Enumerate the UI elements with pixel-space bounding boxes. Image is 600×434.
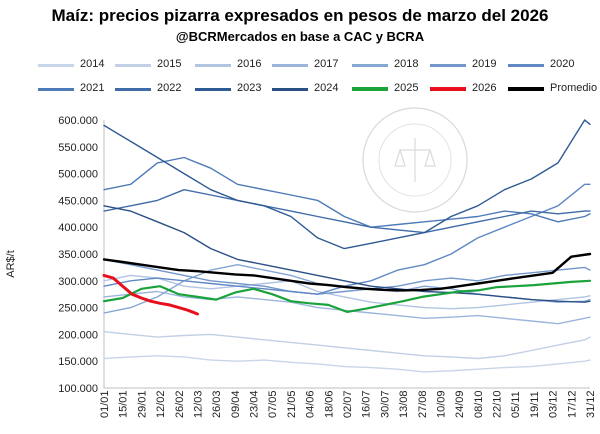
watermark-seal-inner bbox=[378, 123, 452, 197]
series-line-2025 bbox=[102, 279, 592, 313]
legend-swatch bbox=[508, 87, 544, 91]
x-tick-label: 03/12 bbox=[548, 390, 560, 418]
x-tick-label: 30/07 bbox=[379, 390, 391, 418]
y-tick-label: 150.000 bbox=[58, 356, 98, 368]
legend-swatch bbox=[352, 87, 388, 91]
y-tick-label: 450.000 bbox=[58, 195, 98, 207]
x-tick-label: 17/12 bbox=[566, 390, 578, 418]
y-tick-label: 100.000 bbox=[58, 383, 98, 395]
legend-swatch bbox=[430, 87, 466, 91]
series-line-2026 bbox=[102, 273, 199, 316]
x-tick-label: 18/06 bbox=[323, 390, 335, 418]
x-tick-label: 24/09 bbox=[454, 390, 466, 418]
x-tick-label: 15/01 bbox=[118, 390, 130, 418]
legend-swatch bbox=[115, 88, 151, 91]
legend-label: Promedio bbox=[550, 82, 598, 94]
legend-label: 2026 bbox=[472, 82, 497, 94]
legend-swatch bbox=[352, 64, 388, 67]
legend-label: 2015 bbox=[157, 58, 182, 70]
x-tick-label: 09/04 bbox=[230, 390, 242, 418]
y-tick-label: 600.000 bbox=[58, 115, 98, 127]
x-tick-label: 04/06 bbox=[305, 390, 317, 418]
series-line-2022 bbox=[103, 188, 591, 234]
legend-label: 2023 bbox=[237, 82, 262, 94]
series-line-promedio bbox=[102, 252, 592, 292]
legend-label: 2025 bbox=[394, 82, 419, 94]
legend-label: 2024 bbox=[314, 82, 339, 94]
legend-swatch bbox=[430, 64, 466, 67]
legend-swatch bbox=[195, 88, 231, 91]
legend-label: 2020 bbox=[550, 58, 575, 70]
series-line-2017 bbox=[103, 290, 591, 325]
series-line-2015 bbox=[103, 331, 591, 360]
y-tick-label: 550.000 bbox=[58, 142, 98, 154]
y-tick-label: 200.000 bbox=[58, 329, 98, 341]
x-tick-label: 12/02 bbox=[155, 390, 167, 418]
x-tick-label: 19/11 bbox=[529, 391, 541, 418]
y-tick-label: 250.000 bbox=[58, 303, 98, 315]
legend-swatch bbox=[38, 64, 74, 67]
series-line-2019 bbox=[103, 258, 591, 295]
x-tick-label: 27/08 bbox=[417, 390, 429, 418]
legend-swatch bbox=[195, 64, 231, 67]
legend-label: 2019 bbox=[472, 58, 497, 70]
legend-swatch bbox=[38, 88, 74, 91]
legend-swatch bbox=[272, 64, 308, 67]
legend-label: 2022 bbox=[157, 82, 182, 94]
x-tick-label: 16/07 bbox=[361, 390, 373, 418]
chart-title: Maíz: precios pizarra expresados en peso… bbox=[51, 6, 549, 25]
chart-subtitle: @BCRMercados en base a CAC y BCRA bbox=[175, 29, 425, 44]
legend-label: 2018 bbox=[394, 58, 419, 70]
x-tick-label: 10/09 bbox=[435, 390, 447, 418]
watermark-seal-outer bbox=[362, 107, 468, 213]
x-tick-label: 13/08 bbox=[398, 390, 410, 418]
legend-swatch bbox=[115, 64, 151, 67]
legend-swatch bbox=[508, 64, 544, 67]
watermark-scales-icon bbox=[394, 138, 436, 182]
x-tick-label: 29/01 bbox=[136, 390, 148, 418]
x-tick-label: 21/05 bbox=[286, 390, 298, 418]
x-tick-label: 08/10 bbox=[473, 390, 485, 418]
x-tick-label: 22/10 bbox=[492, 390, 504, 418]
y-tick-label: 500.000 bbox=[58, 169, 98, 181]
y-tick-label: 350.000 bbox=[58, 249, 98, 261]
series-line-2024 bbox=[103, 205, 591, 303]
series-line-2021 bbox=[103, 156, 591, 228]
x-tick-label: 31/12 bbox=[585, 390, 597, 418]
y-tick-label: 300.000 bbox=[58, 276, 98, 288]
x-tick-label: 26/03 bbox=[211, 390, 223, 418]
x-tick-label: 05/11 bbox=[510, 391, 522, 418]
series-line-2014 bbox=[103, 355, 591, 373]
x-tick-label: 26/02 bbox=[174, 390, 186, 418]
y-tick-label: 400.000 bbox=[58, 222, 98, 234]
series-line-2023 bbox=[103, 119, 591, 250]
x-tick-label: 12/03 bbox=[192, 390, 204, 418]
legend-swatch bbox=[272, 88, 308, 91]
x-tick-label: 07/05 bbox=[267, 390, 279, 418]
x-tick-label: 01/01 bbox=[99, 390, 111, 418]
legend-label: 2021 bbox=[80, 82, 105, 94]
legend-label: 2016 bbox=[237, 58, 262, 70]
series-line-2016 bbox=[103, 274, 591, 310]
legend-label: 2017 bbox=[314, 58, 339, 70]
x-tick-label: 23/04 bbox=[249, 390, 261, 418]
legend-label: 2014 bbox=[80, 58, 105, 70]
x-tick-label: 02/07 bbox=[342, 390, 354, 418]
